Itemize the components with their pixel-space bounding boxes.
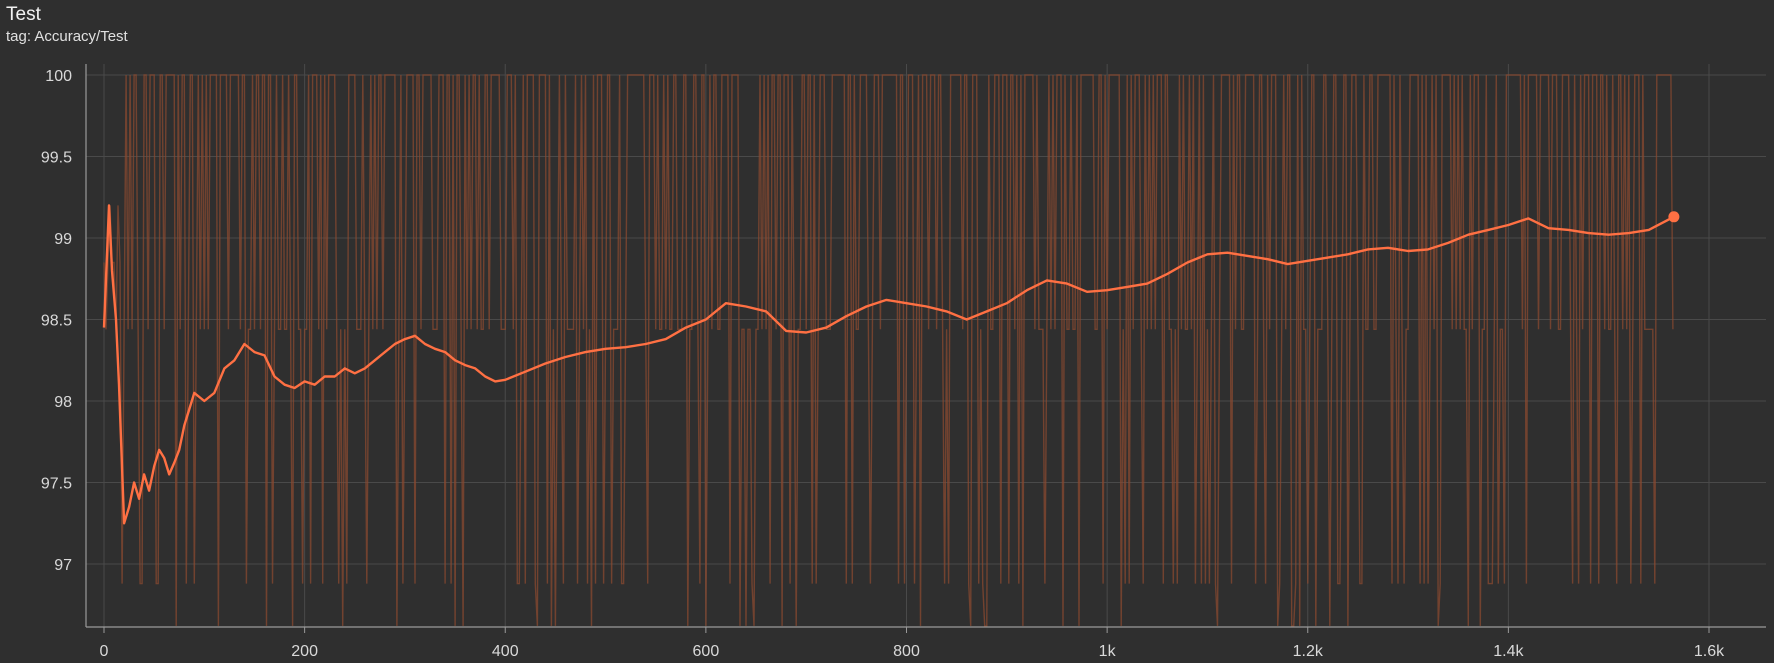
raw-series-line: [103, 74, 1674, 627]
x-tick-label: 600: [693, 643, 720, 660]
y-tick-label: 98.5: [41, 313, 72, 330]
x-tick-label: 800: [893, 643, 920, 660]
chart-tag: tag: Accuracy/Test: [6, 28, 128, 45]
axes: [85, 64, 1766, 633]
x-tick-label: 1.2k: [1293, 643, 1324, 660]
smoothed-series-line: [102, 204, 1675, 525]
x-tick-label: 0: [100, 643, 109, 660]
smoothed-series: [102, 204, 1680, 525]
raw-series: [103, 74, 1674, 627]
y-tick-label: 98: [54, 394, 72, 411]
tick-labels: 97 97.5 98 98.5 99 99.5 100 0 200 400 600 800 1k 1.2k…: [41, 68, 1725, 660]
x-tick-label: 1.4k: [1493, 643, 1524, 660]
y-tick-label: 97.5: [41, 476, 72, 493]
y-tick-label: 99.5: [41, 150, 72, 167]
x-tick-label: 400: [492, 643, 519, 660]
x-tick-label: 1k: [1099, 643, 1117, 660]
x-tick-label: 1.6k: [1694, 643, 1725, 660]
y-tick-label: 99: [54, 231, 72, 248]
x-tick-label: 200: [291, 643, 318, 660]
last-point-marker: [1668, 211, 1680, 223]
y-tick-label: 97: [54, 557, 72, 574]
chart-title: Test: [6, 4, 41, 25]
y-tick-label: 100: [45, 68, 72, 85]
